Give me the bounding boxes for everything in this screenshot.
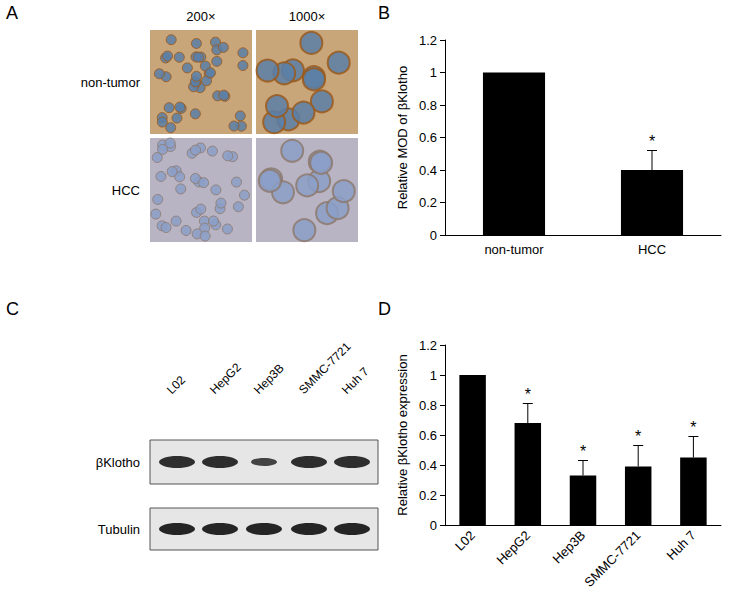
- svg-text:*: *: [525, 386, 531, 403]
- svg-text:HepG2: HepG2: [207, 360, 244, 397]
- svg-text:0.8: 0.8: [419, 98, 437, 113]
- svg-text:Huh 7: Huh 7: [664, 528, 699, 563]
- svg-text:0.8: 0.8: [419, 398, 437, 413]
- svg-text:SMMC-7721: SMMC-7721: [296, 339, 354, 397]
- svg-text:0: 0: [430, 228, 437, 243]
- svg-text:A: A: [6, 3, 18, 23]
- svg-text:Huh 7: Huh 7: [339, 364, 372, 397]
- svg-text:0.6: 0.6: [419, 130, 437, 145]
- svg-text:0.2: 0.2: [419, 488, 437, 503]
- svg-text:1.2: 1.2: [419, 338, 437, 353]
- svg-text:D: D: [378, 299, 391, 319]
- svg-text:non-tumor: non-tumor: [81, 75, 141, 90]
- svg-text:*: *: [635, 428, 641, 445]
- svg-text:Relative MOD of βKlotho: Relative MOD of βKlotho: [395, 66, 410, 209]
- svg-text:1: 1: [430, 65, 437, 80]
- svg-text:Hep3B: Hep3B: [251, 361, 287, 397]
- svg-text:non-tumor: non-tumor: [484, 242, 544, 257]
- svg-text:0.6: 0.6: [419, 428, 437, 443]
- svg-text:Tubulin: Tubulin: [98, 522, 140, 537]
- svg-text:0.4: 0.4: [419, 458, 437, 473]
- svg-text:L02: L02: [452, 528, 478, 554]
- svg-text:SMMC-7721: SMMC-7721: [581, 528, 643, 590]
- svg-text:*: *: [649, 133, 655, 150]
- svg-text:1000×: 1000×: [289, 9, 326, 24]
- svg-text:1.2: 1.2: [419, 33, 437, 48]
- svg-text:*: *: [580, 443, 586, 460]
- svg-text:Relative βKlotho expression: Relative βKlotho expression: [395, 354, 410, 515]
- svg-text:0: 0: [430, 518, 437, 533]
- svg-text:0.4: 0.4: [419, 163, 437, 178]
- svg-text:HCC: HCC: [638, 242, 666, 257]
- svg-text:B: B: [378, 3, 390, 23]
- svg-text:200×: 200×: [186, 9, 215, 24]
- svg-text:HepG2: HepG2: [493, 528, 533, 568]
- svg-text:L02: L02: [164, 373, 188, 397]
- svg-text:*: *: [690, 419, 696, 436]
- svg-text:Hep3B: Hep3B: [550, 528, 589, 567]
- svg-text:1: 1: [430, 368, 437, 383]
- svg-text:βKlotho: βKlotho: [96, 455, 140, 470]
- svg-text:HCC: HCC: [112, 183, 140, 198]
- svg-text:0.2: 0.2: [419, 195, 437, 210]
- svg-text:C: C: [6, 299, 19, 319]
